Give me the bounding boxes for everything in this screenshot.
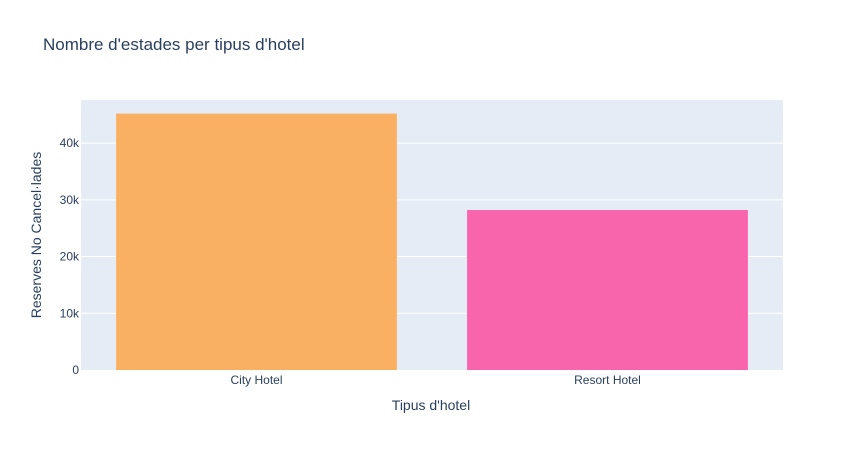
y-tick-label: 40k [60, 136, 80, 150]
y-tick-label: 20k [60, 250, 80, 264]
chart-title: Nombre d'estades per tipus d'hotel [43, 35, 305, 54]
y-tick-label: 0 [72, 363, 79, 377]
x-tick-label: Resort Hotel [574, 373, 641, 387]
x-axis-ticks: City Hotel Resort Hotel [230, 373, 640, 387]
y-tick-label: 30k [60, 193, 80, 207]
y-axis-title: Reserves No Cancel·lades [28, 152, 44, 319]
bar-resort-hotel[interactable] [467, 210, 748, 370]
x-axis-title: Tipus d'hotel [392, 397, 470, 413]
y-axis-ticks: 0 10k 20k 30k 40k [60, 136, 80, 377]
bars [116, 113, 748, 370]
bar-city-hotel[interactable] [116, 113, 397, 370]
x-tick-label: City Hotel [230, 373, 282, 387]
y-tick-label: 10k [60, 306, 80, 320]
